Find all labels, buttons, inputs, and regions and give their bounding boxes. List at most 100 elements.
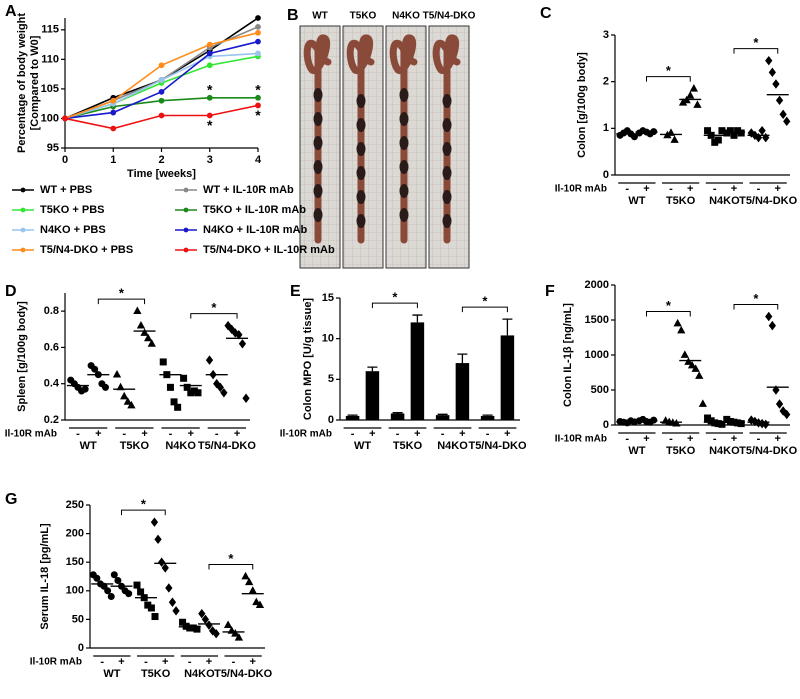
group-label: T5KO [119,440,150,452]
significance-label: * [666,298,672,313]
photo-label: T5/N4-DKO [423,11,476,22]
legend-marker [20,227,26,233]
point [248,586,257,594]
error-bar [502,318,513,336]
point [110,97,117,104]
y-axis-label: Percentage of body weight [16,13,28,153]
group-label: WT [353,440,372,452]
point [680,350,689,358]
x-tick-label: + [643,433,649,445]
panel-letter: C [540,5,552,22]
y-tick-label: 500 [591,384,609,396]
significance-bracket [97,298,146,305]
point [158,62,165,69]
group-label-box: WT [353,440,372,452]
legend-label: T5KO + PBS [40,204,105,216]
colon-content [399,208,409,222]
point [205,620,213,630]
point [718,420,726,428]
legend-marker [183,247,189,253]
x-tick-label: - [188,656,192,668]
x-tick-label: + [687,183,693,195]
point [183,383,191,391]
bar [500,335,515,420]
point [206,112,213,119]
colon-content [356,214,366,228]
group-label: WT [628,195,646,207]
bar [435,415,450,420]
legend-marker [183,187,189,193]
point [673,318,682,327]
colon-content [399,112,409,126]
annotation: * [255,107,261,123]
panel-letter: A [5,3,17,20]
group-label: WT [628,445,646,457]
y-tick-label: 0 [603,169,609,181]
colon-content [442,214,452,228]
x-tick-label: - [625,183,629,195]
group-label-box: T5KO [119,440,150,452]
bar [345,415,360,420]
point [206,62,213,69]
point [123,397,132,405]
group-label: WT [79,440,97,452]
colon-loop [389,34,418,244]
point [252,597,261,606]
error-bar [482,414,493,416]
colon-loop [346,34,375,244]
colon-content [442,166,452,180]
x-tick-label: 2 [158,154,164,166]
colon-content [313,208,323,222]
point [686,91,695,99]
point [140,328,149,336]
y-axis-label: [Compared to W0] [29,35,41,130]
y-tick-label: 3 [603,29,609,41]
y-tick-label: 0.4 [44,378,60,390]
group-label-box: T5KO [393,440,422,452]
group-label: N4KO [437,440,468,452]
legend-marker [183,227,189,233]
x-tick-label: - [122,428,126,440]
annotation: * [207,117,213,133]
y-tick-label: 1 [603,122,609,134]
x-tick-label: - [486,428,490,440]
y-axis-label: Serum IL-18 [pg/mL] [39,523,51,630]
colon-content [399,136,409,150]
point [114,577,122,585]
point [737,420,745,428]
panel-letter: G [5,491,17,508]
legend-marker [183,207,189,213]
point [255,600,265,608]
point [193,625,201,633]
legend-marker [20,247,26,253]
colon-content [313,136,323,150]
point [255,102,261,109]
point [231,629,240,637]
point [234,633,244,641]
group-label-box: T5KO [666,445,695,457]
point [147,604,155,612]
point [704,127,712,135]
point [783,409,791,420]
group-label: T5/N4-DKO [739,195,798,207]
significance-bracket [733,48,779,54]
treatment-label: Il-10R mAb [555,184,607,195]
y-tick-label: 10 [322,333,334,345]
colon-content [399,88,409,102]
y-tick-label: 115 [41,24,59,36]
group-label: N4KO [184,668,215,680]
point [194,389,202,397]
significance-bracket [121,509,166,516]
point [775,399,784,409]
group-label-box: T5KO [140,668,171,680]
group-label: T5KO [140,668,171,680]
y-tick-label: 95 [47,142,59,154]
y-tick-label: 100 [41,112,59,124]
point [758,125,766,136]
point [81,385,89,393]
point [762,132,770,143]
point [165,583,173,593]
point [158,557,166,567]
y-tick-label: 250 [66,499,84,511]
legend-label: N4KO + PBS [40,224,106,236]
